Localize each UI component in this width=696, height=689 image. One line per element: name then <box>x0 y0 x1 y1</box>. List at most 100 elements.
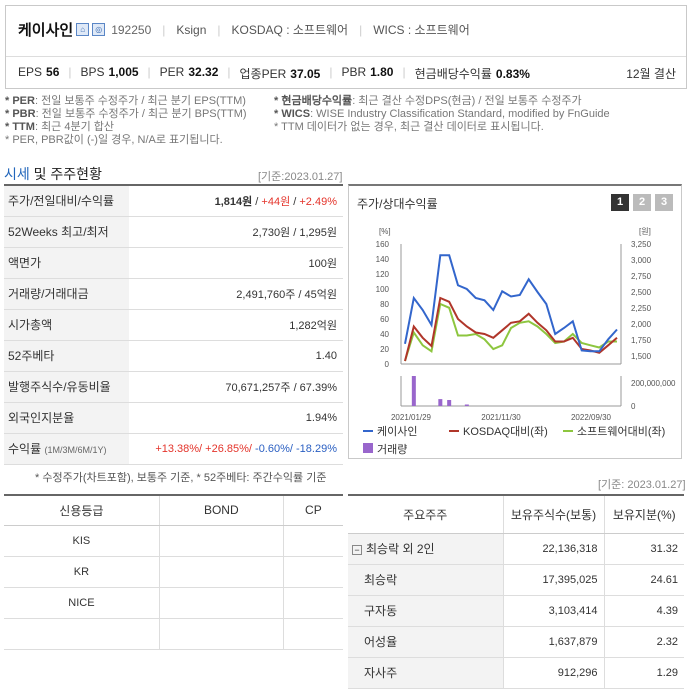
return-values: +13.38%/ +26.85%/ -0.60%/ -18.29% <box>129 433 343 465</box>
metric-bps: BPS 1,005 <box>80 65 139 79</box>
y-tick-label: 0 <box>385 360 390 369</box>
table-row: 시가총액 1,282억원 <box>4 309 343 341</box>
price-info-table: 주가/전일대비/수익률 1,814원 / +44원 / +2.49% 52Wee… <box>4 184 343 465</box>
legend-swatch <box>363 443 373 453</box>
metric-per: PER 32.32 <box>159 65 219 79</box>
credit-rating-table: 신용등급 BOND CP KIS KR NICE <box>4 494 343 650</box>
table-row: 어성율 1,637,879 2.32 <box>348 626 684 658</box>
y-tick-label: 60 <box>380 315 389 324</box>
table-row: 최승락 17,395,025 24.61 <box>348 564 684 596</box>
series-line <box>404 254 618 353</box>
base-date-2: [기준: 2023.01.27] <box>598 479 686 491</box>
chart-pager: 1 2 3 <box>611 194 673 211</box>
y-right-tick-label: 1,500 <box>631 352 652 361</box>
note-line: * PER: 전일 보통주 수정주가 / 최근 분기 EPS(TTM) <box>5 95 246 107</box>
stock-code: 192250 <box>111 22 152 37</box>
wics-sector: WICS : 소프트웨어 <box>373 23 470 37</box>
notes-right: * 현금배당수익률: 최근 결산 수정DPS(현금) / 전일 보통주 수정주가… <box>274 95 610 134</box>
y-tick-label: 140 <box>376 255 390 264</box>
y-right-tick-label: 2,000 <box>631 320 652 329</box>
metrics-row: EPS 56 | BPS 1,005 | PER 32.32 | 업종PER 37.05 | P… <box>18 65 530 81</box>
table-row: 액면가 100원 <box>4 247 343 279</box>
y-tick-label: 160 <box>376 240 390 249</box>
x-tick-label: 2021/01/29 <box>391 413 432 422</box>
table-row: KR <box>4 556 343 588</box>
return-label: 수익률 (1M/3M/6M/1Y) <box>4 433 129 465</box>
base-date: [기준:2023.01.27] <box>258 171 343 183</box>
chart-page-2[interactable]: 2 <box>633 194 651 211</box>
note-line: * 현금배당수익률: 최근 결산 수정DPS(현금) / 전일 보통주 수정주가 <box>274 95 582 107</box>
line-chart: [%] [원] 160 140 120 100 80 60 40 20 0 3,250 3,000 2,7… <box>363 227 676 456</box>
col-header: 신용등급 <box>4 495 160 526</box>
y-tick-label: 40 <box>380 330 389 339</box>
metric-dividend-yield: 현금배당수익률 0.83% <box>414 67 530 81</box>
table-row: KIS <box>4 525 343 557</box>
chart-page-1[interactable]: 1 <box>611 194 629 211</box>
legend-label: 케이사인 <box>377 425 417 438</box>
english-name: Ksign <box>176 22 207 37</box>
metric-eps: EPS 56 <box>18 65 60 79</box>
chart-page-3[interactable]: 3 <box>655 194 673 211</box>
note-line: * TTM 데이터가 없는 경우, 최근 결산 데이터로 표시됩니다. <box>274 121 544 133</box>
series-line <box>404 302 617 362</box>
home-icon[interactable]: ⌂ <box>76 23 90 36</box>
table-row: 주가/전일대비/수익률 1,814원 / +44원 / +2.49% <box>4 185 343 217</box>
row-label: 주가/전일대비/수익률 <box>4 185 129 217</box>
y-right-tick-label: 2,250 <box>631 304 652 313</box>
note-line: * PBR: 전일 보통주 수정주가 / 최근 분기 BPS(TTM) <box>5 108 247 120</box>
table-row: − 최승락 외 2인 22,136,318 31.32 <box>348 533 684 565</box>
collapse-icon[interactable]: − <box>352 544 362 555</box>
chart-panel: 주가/상대수익률 1 2 3 [%] [원] 160 140 120 100 80 60 40 2… <box>348 184 682 459</box>
col-header: 주요주주 <box>348 495 503 534</box>
x-tick-label: 2021/11/30 <box>481 413 521 422</box>
y-right-tick-label: 3,250 <box>631 240 652 249</box>
y-right-unit: [원] <box>639 227 651 236</box>
y-tick-label: 20 <box>380 345 389 354</box>
table-row: 수익률 (1M/3M/6M/1Y) +13.38%/ +26.85%/ -0.6… <box>4 433 343 465</box>
table-row: 52Weeks 최고/최저 2,730원 / 1,295원 <box>4 216 343 248</box>
y-left-unit: [%] <box>379 227 391 236</box>
price-value: 1,814원 / +44원 / +2.49% <box>129 185 343 217</box>
y-tick-label: 120 <box>376 270 390 279</box>
y-right-tick-label: 1,750 <box>631 336 652 345</box>
section-title: 시세 및 주주현황 <box>4 166 102 182</box>
volume-tick-label: 0 <box>631 402 636 411</box>
volume-bar <box>438 399 443 406</box>
y-right-tick-label: 2,500 <box>631 288 652 297</box>
volume-bar <box>447 400 452 406</box>
table-row: 발행주식수/유동비율 70,671,257주 / 67.39% <box>4 371 343 403</box>
legend-label: 거래량 <box>377 443 407 456</box>
col-header: 보유지분(%) <box>603 495 684 534</box>
company-name: 케이사인 <box>18 22 74 39</box>
table-row: 구자동 3,103,414 4.39 <box>348 595 684 627</box>
col-header: CP <box>282 495 343 526</box>
table-row: 52주베타 1.40 <box>4 340 343 372</box>
legend-label: 소프트웨어대비(좌) <box>577 425 665 438</box>
volume-bar <box>411 376 416 406</box>
settlement-month: 12월 결산 <box>626 67 676 81</box>
col-header: 보유주식수(보통) <box>502 495 604 534</box>
y-right-tick-label: 2,750 <box>631 272 652 281</box>
note-line: * TTM: 최근 4분기 합산 <box>5 121 115 133</box>
note-line: * PER, PBR값이 (-)일 경우, N/A로 표기됩니다. <box>5 134 223 146</box>
metric-industry-per: 업종PER 37.05 <box>239 67 321 81</box>
metric-pbr: PBR 1.80 <box>341 65 394 79</box>
y-right-tick-label: 3,000 <box>631 256 652 265</box>
table-row: 거래량/거래대금 2,491,760주 / 45억원 <box>4 278 343 310</box>
table-row: 자사주 912,296 1.29 <box>348 657 684 689</box>
chart-title: 주가/상대수익률 <box>357 197 438 211</box>
note-line: * WICS: WISE Industry Classification Sta… <box>274 108 610 120</box>
table-row: 외국인지분율 1.94% <box>4 402 343 434</box>
table-row: NICE <box>4 587 343 619</box>
info-footnote: * 수정주가(차트포함), 보통주 기준, * 52주베타: 주간수익률 기준 <box>35 472 327 484</box>
market-sector: KOSDAQ : 소프트웨어 <box>231 23 349 37</box>
volume-bar <box>464 404 469 406</box>
legend-label: KOSDAQ대비(좌) <box>463 425 548 438</box>
company-header: 케이사인 ⌂ ◎ 192250 | Ksign | KOSDAQ : 소프트웨어… <box>5 5 687 89</box>
y-tick-label: 100 <box>376 285 390 294</box>
volume-tick-label: 200,000,000 <box>631 379 676 388</box>
table-row <box>4 618 343 650</box>
y-tick-label: 80 <box>380 300 389 309</box>
link-icon[interactable]: ◎ <box>92 23 106 36</box>
col-header: BOND <box>158 495 284 526</box>
